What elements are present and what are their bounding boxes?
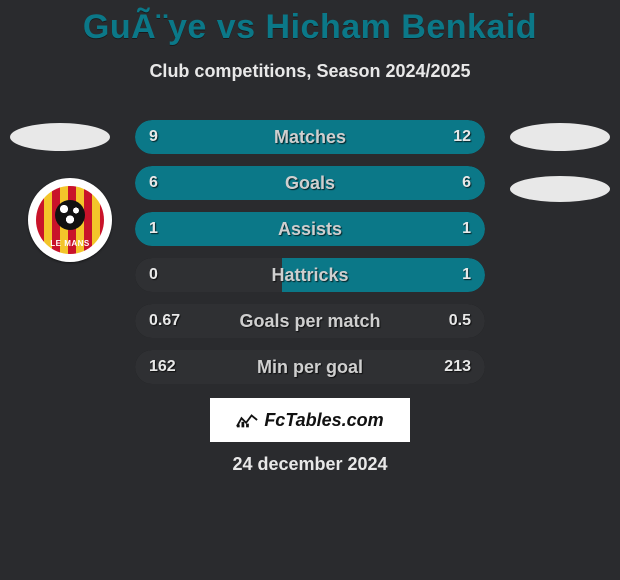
stat-value-left: 1 <box>149 212 158 246</box>
stat-value-right: 6 <box>462 166 471 200</box>
subtitle: Club competitions, Season 2024/2025 <box>0 61 620 82</box>
club-badge-inner: LE MANS <box>36 186 104 254</box>
stat-row: 0.670.5Goals per match <box>135 304 485 338</box>
stat-bar-track <box>135 304 485 338</box>
brand-box[interactable]: FcTables.com <box>210 398 410 442</box>
date: 24 december 2024 <box>0 454 620 475</box>
stat-row: 162213Min per goal <box>135 350 485 384</box>
stat-value-right: 0.5 <box>449 304 471 338</box>
stat-bar-left <box>135 212 296 246</box>
player-avatar-right-placeholder-2 <box>510 176 610 202</box>
page-title: GuÃ¨ye vs Hicham Benkaid <box>0 0 620 47</box>
club-badge: LE MANS <box>28 178 112 262</box>
stat-bar-right <box>296 166 485 200</box>
stats-container: 912Matches66Goals11Assists01Hattricks0.6… <box>135 120 485 396</box>
stat-row: 11Assists <box>135 212 485 246</box>
stat-value-right: 213 <box>444 350 471 384</box>
stat-row: 912Matches <box>135 120 485 154</box>
brand-text: FcTables.com <box>264 410 383 431</box>
brand-logo-icon <box>236 412 258 428</box>
stat-row: 01Hattricks <box>135 258 485 292</box>
club-badge-label: LE MANS <box>50 239 90 248</box>
player-avatar-left-placeholder <box>10 123 110 151</box>
stat-value-left: 9 <box>149 120 158 154</box>
stat-value-right: 1 <box>462 212 471 246</box>
stat-bar-right <box>282 258 485 292</box>
stat-value-left: 6 <box>149 166 158 200</box>
stat-bar-track <box>135 350 485 384</box>
stat-value-left: 0.67 <box>149 304 180 338</box>
stat-value-right: 12 <box>453 120 471 154</box>
stat-value-left: 162 <box>149 350 176 384</box>
stat-value-left: 0 <box>149 258 158 292</box>
stat-row: 66Goals <box>135 166 485 200</box>
player-avatar-right-placeholder-1 <box>510 123 610 151</box>
stat-bar-right <box>296 212 485 246</box>
stat-value-right: 1 <box>462 258 471 292</box>
stat-bar-left <box>135 166 296 200</box>
